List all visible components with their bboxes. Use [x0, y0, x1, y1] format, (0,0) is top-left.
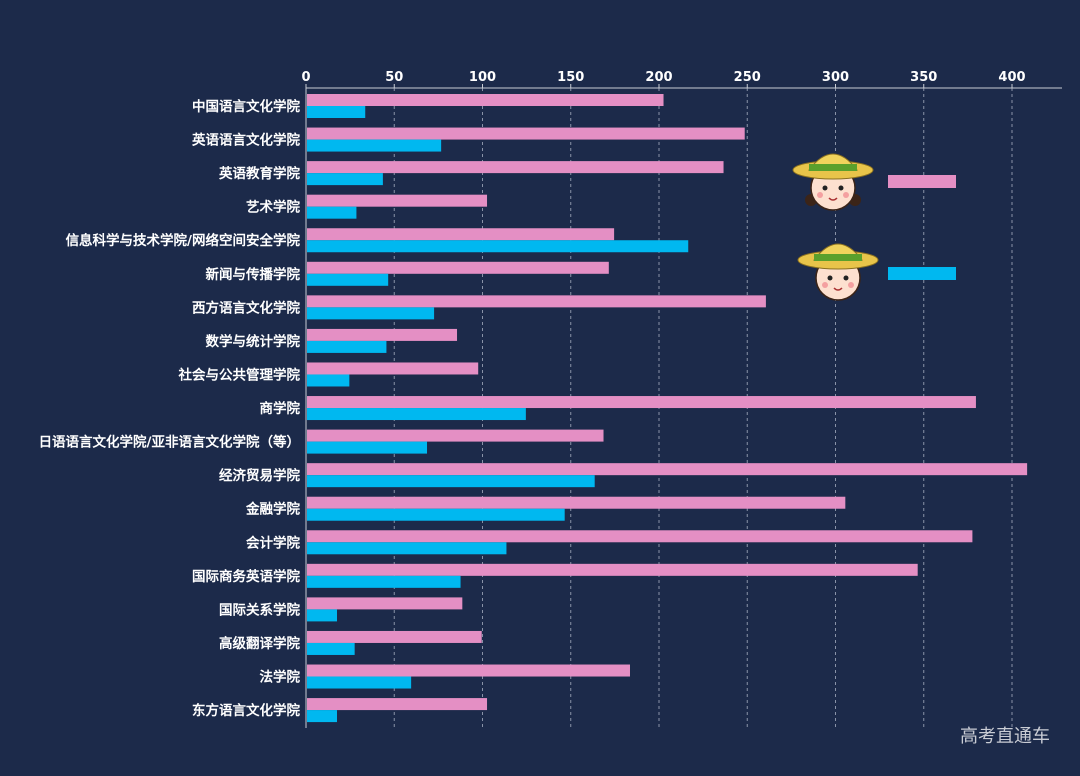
bar-boy [307, 273, 389, 286]
bar-girl [307, 429, 604, 442]
category-label: 英语语言文化学院 [191, 132, 300, 149]
category-label: 新闻与传播学院 [206, 266, 301, 283]
bar-girl [307, 563, 918, 576]
mouth [828, 197, 838, 201]
category-label: 东方语言文化学院 [192, 702, 300, 719]
category-label: 金融学院 [245, 501, 300, 518]
bar-boy [307, 642, 355, 655]
eye [827, 275, 833, 281]
legend-swatch-boy [888, 267, 956, 280]
mouth [833, 287, 843, 291]
bar-boy [307, 240, 689, 253]
bar-girl [307, 698, 488, 711]
category-label: 中国语言文化学院 [192, 98, 300, 115]
cheek [843, 192, 849, 198]
hat-band [814, 254, 862, 261]
bar-boy [307, 206, 357, 219]
bar-girl [307, 194, 488, 207]
x-tick-label: 400 [998, 70, 1025, 85]
category-label: 商学院 [260, 400, 301, 417]
category-label: 经济贸易学院 [219, 467, 300, 484]
bar-girl [307, 630, 482, 643]
category-label: 英语教育学院 [218, 165, 300, 182]
eye [838, 185, 844, 191]
bar-girl [307, 664, 630, 677]
bar-boy [307, 542, 507, 555]
bar-girl [307, 295, 766, 308]
bar-boy [307, 710, 338, 723]
eye [822, 185, 828, 191]
bar-boy [307, 609, 338, 622]
watermark: 高考直通车 [960, 726, 1050, 747]
category-label: 日语语言文化学院/亚非语言文化学院（等） [39, 434, 300, 451]
x-tick-label: 150 [557, 70, 584, 85]
category-label: 法学院 [260, 669, 301, 686]
bar-girl [307, 597, 463, 610]
bar-girl [307, 530, 973, 543]
legend-swatch-girl [888, 175, 956, 188]
bar-boy [307, 340, 387, 353]
x-tick-label: 300 [822, 70, 849, 85]
bar-girl [307, 228, 615, 241]
bar-girl [307, 362, 479, 375]
x-tick-label: 250 [734, 70, 761, 85]
category-label: 数学与统计学院 [206, 333, 301, 350]
bar-boy [307, 173, 383, 186]
bar-boy [307, 676, 412, 689]
bar-girl [307, 396, 976, 409]
bar-boy [307, 508, 565, 521]
bar-girl [307, 328, 458, 341]
bar-boy [307, 441, 428, 454]
category-label: 高级翻译学院 [219, 635, 300, 652]
girl-icon [792, 153, 874, 211]
bar-girl [307, 127, 745, 140]
x-tick-label: 100 [469, 70, 496, 85]
bar-boy [307, 575, 461, 588]
bar-boy [307, 374, 350, 387]
x-tick-label: 0 [301, 70, 310, 85]
bar-girl [307, 463, 1028, 476]
hat-band [809, 164, 857, 171]
bar-girl [307, 94, 664, 106]
category-label: 国际关系学院 [219, 601, 300, 618]
cheek [822, 282, 828, 288]
x-tick-label: 350 [910, 70, 937, 85]
category-label: 艺术学院 [246, 199, 300, 216]
category-label: 社会与公共管理学院 [178, 366, 301, 383]
bar-boy [307, 408, 526, 421]
x-tick-label: 50 [385, 70, 403, 85]
category-label: 西方语言文化学院 [192, 299, 300, 316]
category-label: 国际商务英语学院 [192, 568, 300, 585]
bar-girl [307, 496, 846, 509]
cheek [848, 282, 854, 288]
category-label: 会计学院 [246, 534, 300, 551]
boy-icon [797, 243, 879, 301]
bar-girl [307, 261, 609, 274]
bar-boy [307, 307, 435, 320]
eye [843, 275, 849, 281]
bar-boy [307, 106, 366, 118]
category-label: 信息科学与技术学院/网络空间安全学院 [66, 232, 301, 249]
x-tick-label: 200 [645, 70, 672, 85]
cheek [817, 192, 823, 198]
bar-boy [307, 139, 442, 152]
bar-girl [307, 161, 724, 174]
bar-boy [307, 475, 595, 488]
